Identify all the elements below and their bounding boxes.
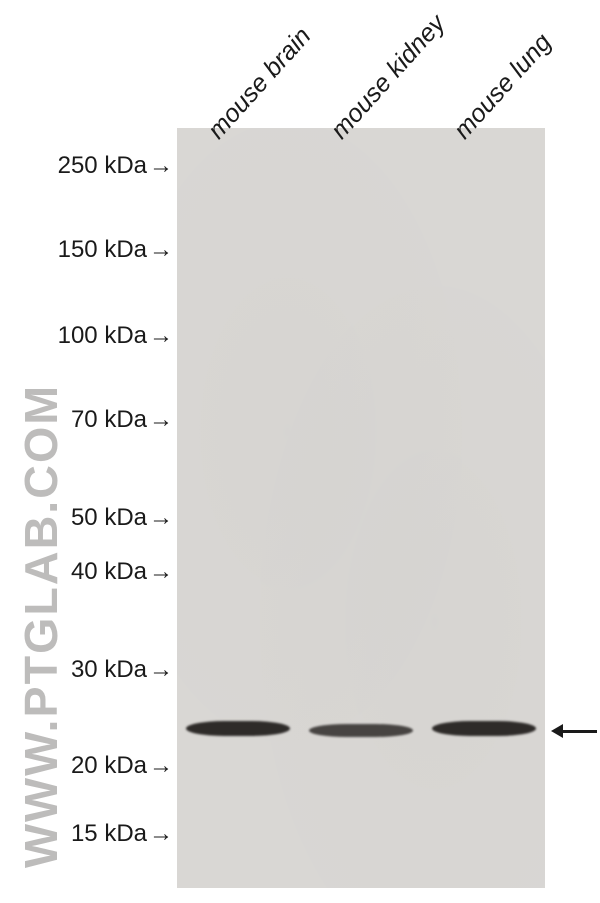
arrow-right-icon: → xyxy=(149,656,173,684)
target-band-arrow xyxy=(551,724,597,738)
band-lane-1 xyxy=(309,724,413,737)
arrow-shaft xyxy=(563,730,597,733)
arrow-right-icon: → xyxy=(149,820,173,848)
mw-marker-label: 150 kDa xyxy=(58,236,147,264)
blot-membrane xyxy=(177,128,545,888)
watermark-text: WWW.PTGLAB.COM xyxy=(14,384,68,868)
mw-marker-label: 20 kDa xyxy=(71,752,147,780)
mw-marker-label: 100 kDa xyxy=(58,322,147,350)
band-lane-2 xyxy=(432,721,536,736)
membrane-texture xyxy=(177,128,545,888)
arrow-right-icon: → xyxy=(149,558,173,586)
arrow-left-head-icon xyxy=(551,724,563,738)
mw-marker-label: 30 kDa xyxy=(71,656,147,684)
mw-marker-label: 70 kDa xyxy=(71,406,147,434)
mw-marker-1: 150 kDa→ xyxy=(0,236,173,264)
arrow-right-icon: → xyxy=(149,152,173,180)
band-lane-0 xyxy=(186,721,290,736)
lane-label-1: mouse kidney xyxy=(325,9,451,145)
arrow-right-icon: → xyxy=(149,322,173,350)
lane-label-0: mouse brain xyxy=(202,22,317,145)
mw-marker-label: 50 kDa xyxy=(71,504,147,532)
mw-marker-label: 40 kDa xyxy=(71,558,147,586)
arrow-right-icon: → xyxy=(149,406,173,434)
arrow-right-icon: → xyxy=(149,504,173,532)
arrow-right-icon: → xyxy=(149,752,173,780)
arrow-right-icon: → xyxy=(149,236,173,264)
mw-marker-label: 250 kDa xyxy=(58,152,147,180)
mw-marker-label: 15 kDa xyxy=(71,820,147,848)
mw-marker-0: 250 kDa→ xyxy=(0,152,173,180)
mw-marker-2: 100 kDa→ xyxy=(0,322,173,350)
